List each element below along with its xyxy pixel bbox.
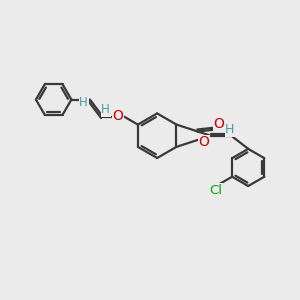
Text: O: O bbox=[199, 135, 209, 149]
Text: H: H bbox=[225, 123, 235, 136]
Text: H: H bbox=[101, 103, 110, 116]
Text: Cl: Cl bbox=[209, 184, 222, 197]
Text: O: O bbox=[214, 117, 224, 131]
Text: H: H bbox=[79, 96, 88, 109]
Text: O: O bbox=[112, 109, 123, 123]
